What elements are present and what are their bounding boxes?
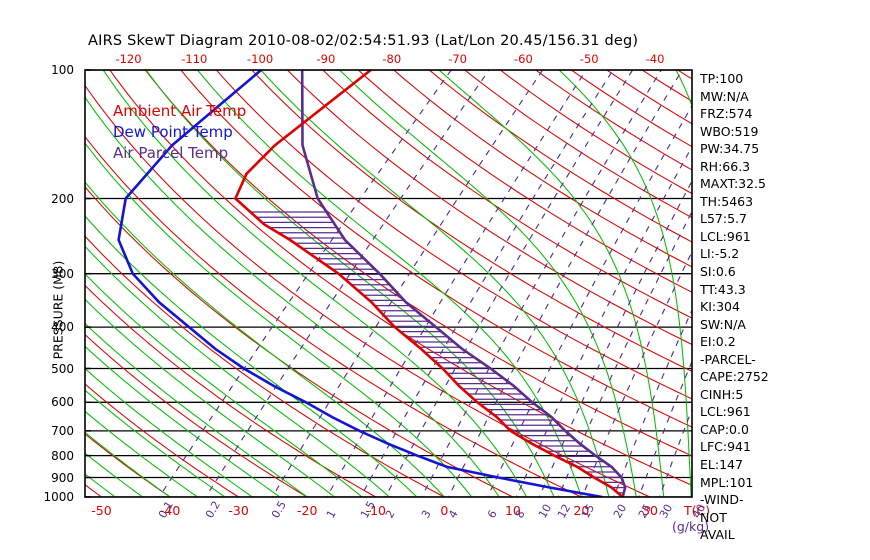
statistic-item: WBO:519 [700,123,759,139]
pressure-tick-label: 900 [51,470,74,485]
pressure-tick-label: 1000 [43,490,74,504]
top-temperature-tick-label: -40 [645,52,665,66]
statistic-item: RH:66.3 [700,158,751,174]
statistic-item: FRZ:574 [700,106,753,122]
statistic-item: PW:34.75 [700,141,760,157]
bottom-temperature-tick-label: 20 [573,503,590,518]
statistic-item: LI:-5.2 [700,246,740,262]
bottom-temperature-tick-label: -10 [365,503,387,518]
bottom-temperature-tick-label: 10 [504,503,521,518]
statistic-item: EI:0.2 [700,334,736,350]
statistic-item: CINH:5 [700,386,744,402]
bottom-temperature-tick-label: 30 [642,503,658,518]
bottom-temperature-tick-label: -40 [159,503,181,518]
statistic-item: -PARCEL- [700,351,756,367]
top-temperature-tick-label: -100 [247,52,274,66]
statistic-item: SI:0.6 [700,264,736,280]
statistic-item: SW:N/A [700,316,746,332]
statistic-item: TT:43.3 [700,281,746,297]
statistic-item: LFC:941 [700,439,751,455]
statistic-item: CAPE:2752 [700,369,769,385]
top-temperature-tick-label: -110 [181,52,208,66]
statistic-item: NOT [700,509,727,525]
top-temperature-tick-label: -120 [115,52,142,66]
statistic-item: KI:304 [700,299,740,315]
top-temperature-tick-label: -60 [513,52,533,66]
statistic-item: CAP:0.0 [700,421,749,437]
legend-ambient-air-temp: Ambient Air Temp [113,102,247,120]
mixing-ratio-unit-label: (g/kg) [672,519,710,534]
bottom-temperature-tick-label: 0 [440,503,449,518]
statistic-item: MW:N/A [700,88,749,104]
statistic-item: MAXT:32.5 [700,176,766,192]
top-temperature-tick-label: -80 [382,52,402,66]
statistic-item: EL:147 [700,457,743,473]
pressure-tick-label: 800 [51,448,74,463]
statistic-item: -WIND- [700,492,744,508]
legend-air-parcel-temp: Air Parcel Temp [113,144,229,162]
statistic-item: TP:100 [700,71,744,86]
top-temperature-tick-label: -50 [579,52,599,66]
bottom-temperature-tick-label: -50 [91,503,112,518]
statistic-item: LCL:961 [700,404,751,420]
statistic-item: MPL:101 [700,474,754,490]
pressure-tick-label: 400 [51,320,74,335]
statistic-item: TH:5463 [700,193,754,209]
sounding-statistics-panel: TP:100 MW:N/A FRZ:574 WBO:519 PW:34.75 RH:66.… [700,70,850,544]
legend-dew-point-temp: Dew Point Temp [113,123,233,141]
pressure-tick-label: 600 [51,395,74,410]
statistic-item: L57:5.7 [700,211,747,227]
pressure-tick-label: 100 [51,63,74,77]
pressure-tick-label: 300 [51,266,74,281]
pressure-tick-label: 700 [51,423,74,438]
top-temperature-tick-label: -70 [448,52,467,66]
temperature-unit-label: T(C) [684,503,711,518]
top-temperature-tick-label: -90 [316,52,336,66]
statistic-item: AVAIL [700,527,735,543]
statistic-item: LCL:961 [700,228,751,244]
bottom-temperature-tick-label: -20 [296,503,318,518]
pressure-tick-label: 200 [51,191,74,206]
pressure-tick-label: 500 [51,361,74,376]
bottom-temperature-tick-label: -30 [228,503,249,518]
page-title: AIRS SkewT Diagram 2010-08-02/02:54:51.9… [88,33,639,49]
